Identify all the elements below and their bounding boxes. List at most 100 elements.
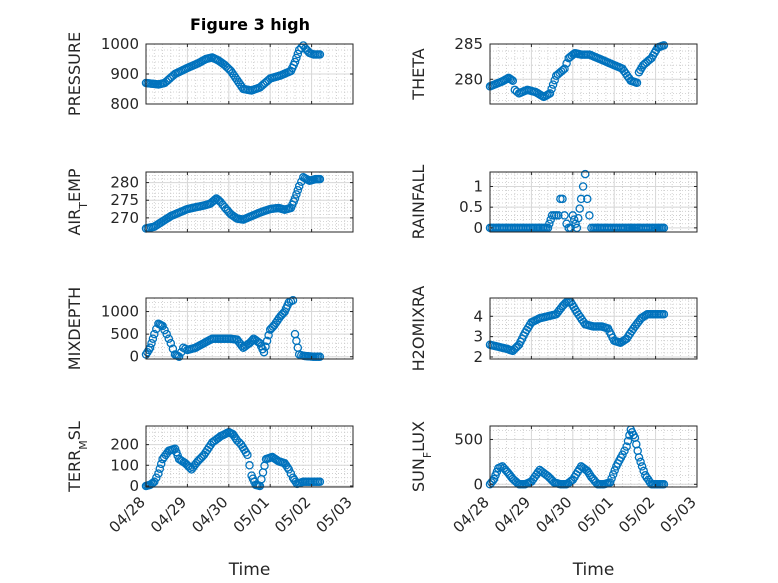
data-point xyxy=(547,84,556,94)
subplot-sun-flux: 0 500 SUNFLUX 04/2804/2904/3005/0105/0205/0… xyxy=(409,421,700,580)
series-points xyxy=(485,297,669,356)
data-point xyxy=(315,174,325,184)
data-point xyxy=(562,59,571,68)
tick-marks xyxy=(489,172,698,232)
data-point xyxy=(286,469,296,478)
x-tick-label: 04/29 xyxy=(147,493,190,536)
data-point xyxy=(605,478,615,487)
data-point xyxy=(559,300,569,310)
plot-area xyxy=(146,298,353,359)
data-point xyxy=(610,466,619,475)
data-point xyxy=(168,344,178,354)
x-tick-label: 04/28 xyxy=(450,493,493,536)
subplot-mixdepth: 0 500 1000 MIXDEPTH xyxy=(65,287,354,370)
x-tick-label: 04/30 xyxy=(188,493,231,536)
data-point xyxy=(164,334,174,343)
data-point xyxy=(213,195,223,204)
series-points xyxy=(141,41,325,95)
plot-area xyxy=(490,172,697,232)
data-point xyxy=(558,65,568,75)
data-point xyxy=(152,473,161,482)
data-point xyxy=(292,53,301,63)
data-point xyxy=(554,211,563,220)
x-tick-label: 05/03 xyxy=(657,493,700,536)
y-axis-label: THETA xyxy=(409,48,428,100)
y-tick-label: 0 xyxy=(129,348,139,366)
data-point xyxy=(576,194,586,204)
subplot-h2omixra: 2 3 4 H2OMIXRA xyxy=(409,286,698,371)
y-tick-label: 0 xyxy=(473,219,483,237)
data-point xyxy=(569,215,579,224)
y-tick-label: 500 xyxy=(454,430,483,448)
data-point xyxy=(261,342,270,351)
tick-marks xyxy=(489,298,698,359)
data-point xyxy=(607,474,616,483)
y-tick-label: 280 xyxy=(454,70,483,88)
data-point xyxy=(288,296,298,305)
data-point xyxy=(548,80,558,89)
y-tick-label: 280 xyxy=(110,174,139,192)
figure-title: Figure 3 high xyxy=(190,15,310,34)
data-point xyxy=(150,477,159,487)
series-points xyxy=(485,41,669,102)
y-axis-label: RAINFALL xyxy=(409,165,428,240)
data-point xyxy=(659,310,669,319)
data-point xyxy=(262,336,272,346)
data-point xyxy=(508,76,518,85)
axes-box xyxy=(145,171,354,233)
data-point xyxy=(185,463,195,473)
data-point xyxy=(560,64,569,73)
axes-box xyxy=(145,297,354,360)
data-point xyxy=(545,219,554,228)
data-point xyxy=(154,469,163,478)
axes-box xyxy=(489,43,698,105)
data-point xyxy=(243,450,252,460)
tick-marks xyxy=(145,43,354,105)
data-point xyxy=(174,352,184,361)
data-point xyxy=(637,462,647,471)
data-point xyxy=(572,223,582,233)
data-point xyxy=(259,347,269,357)
data-point xyxy=(636,457,645,467)
data-point xyxy=(279,308,288,318)
axes-box xyxy=(489,171,698,233)
series-points xyxy=(141,296,325,361)
y-axis-label: PRESSURE xyxy=(65,32,84,116)
data-point xyxy=(584,468,593,478)
y-tick-label: 275 xyxy=(110,191,139,209)
x-tick-label: 05/01 xyxy=(230,493,273,536)
data-point xyxy=(293,185,303,195)
x-axis-label: Time xyxy=(572,560,615,580)
data-point xyxy=(545,89,555,98)
data-point xyxy=(659,41,669,50)
y-tick-label: 1 xyxy=(473,177,483,195)
data-point xyxy=(608,470,618,479)
data-point xyxy=(162,329,171,339)
x-tick-label: 04/29 xyxy=(491,493,534,536)
tick-marks xyxy=(489,43,698,104)
y-axis-label: AIRTEMP xyxy=(65,168,90,235)
y-tick-label: 3 xyxy=(473,328,483,346)
data-point xyxy=(150,329,159,339)
data-point xyxy=(216,197,225,207)
axes-box xyxy=(489,297,698,360)
tick-marks xyxy=(145,172,354,232)
y-axis-label: TERRMSL xyxy=(65,421,90,493)
x-tick-label: 05/02 xyxy=(615,493,658,536)
y-tick-label: 0 xyxy=(473,475,483,493)
y-tick-label: 500 xyxy=(110,325,139,343)
data-point xyxy=(620,446,629,455)
y-tick-label: 100 xyxy=(110,456,139,474)
data-point xyxy=(623,436,633,446)
data-point xyxy=(284,465,294,474)
x-tick-label: 04/30 xyxy=(532,493,575,536)
data-point xyxy=(283,463,292,472)
y-tick-label: 1000 xyxy=(101,35,139,53)
data-point xyxy=(622,442,631,451)
data-point xyxy=(315,352,325,361)
x-tick-label: 05/01 xyxy=(574,493,617,536)
data-point xyxy=(292,190,301,199)
data-point xyxy=(245,461,254,470)
data-point xyxy=(294,181,304,191)
